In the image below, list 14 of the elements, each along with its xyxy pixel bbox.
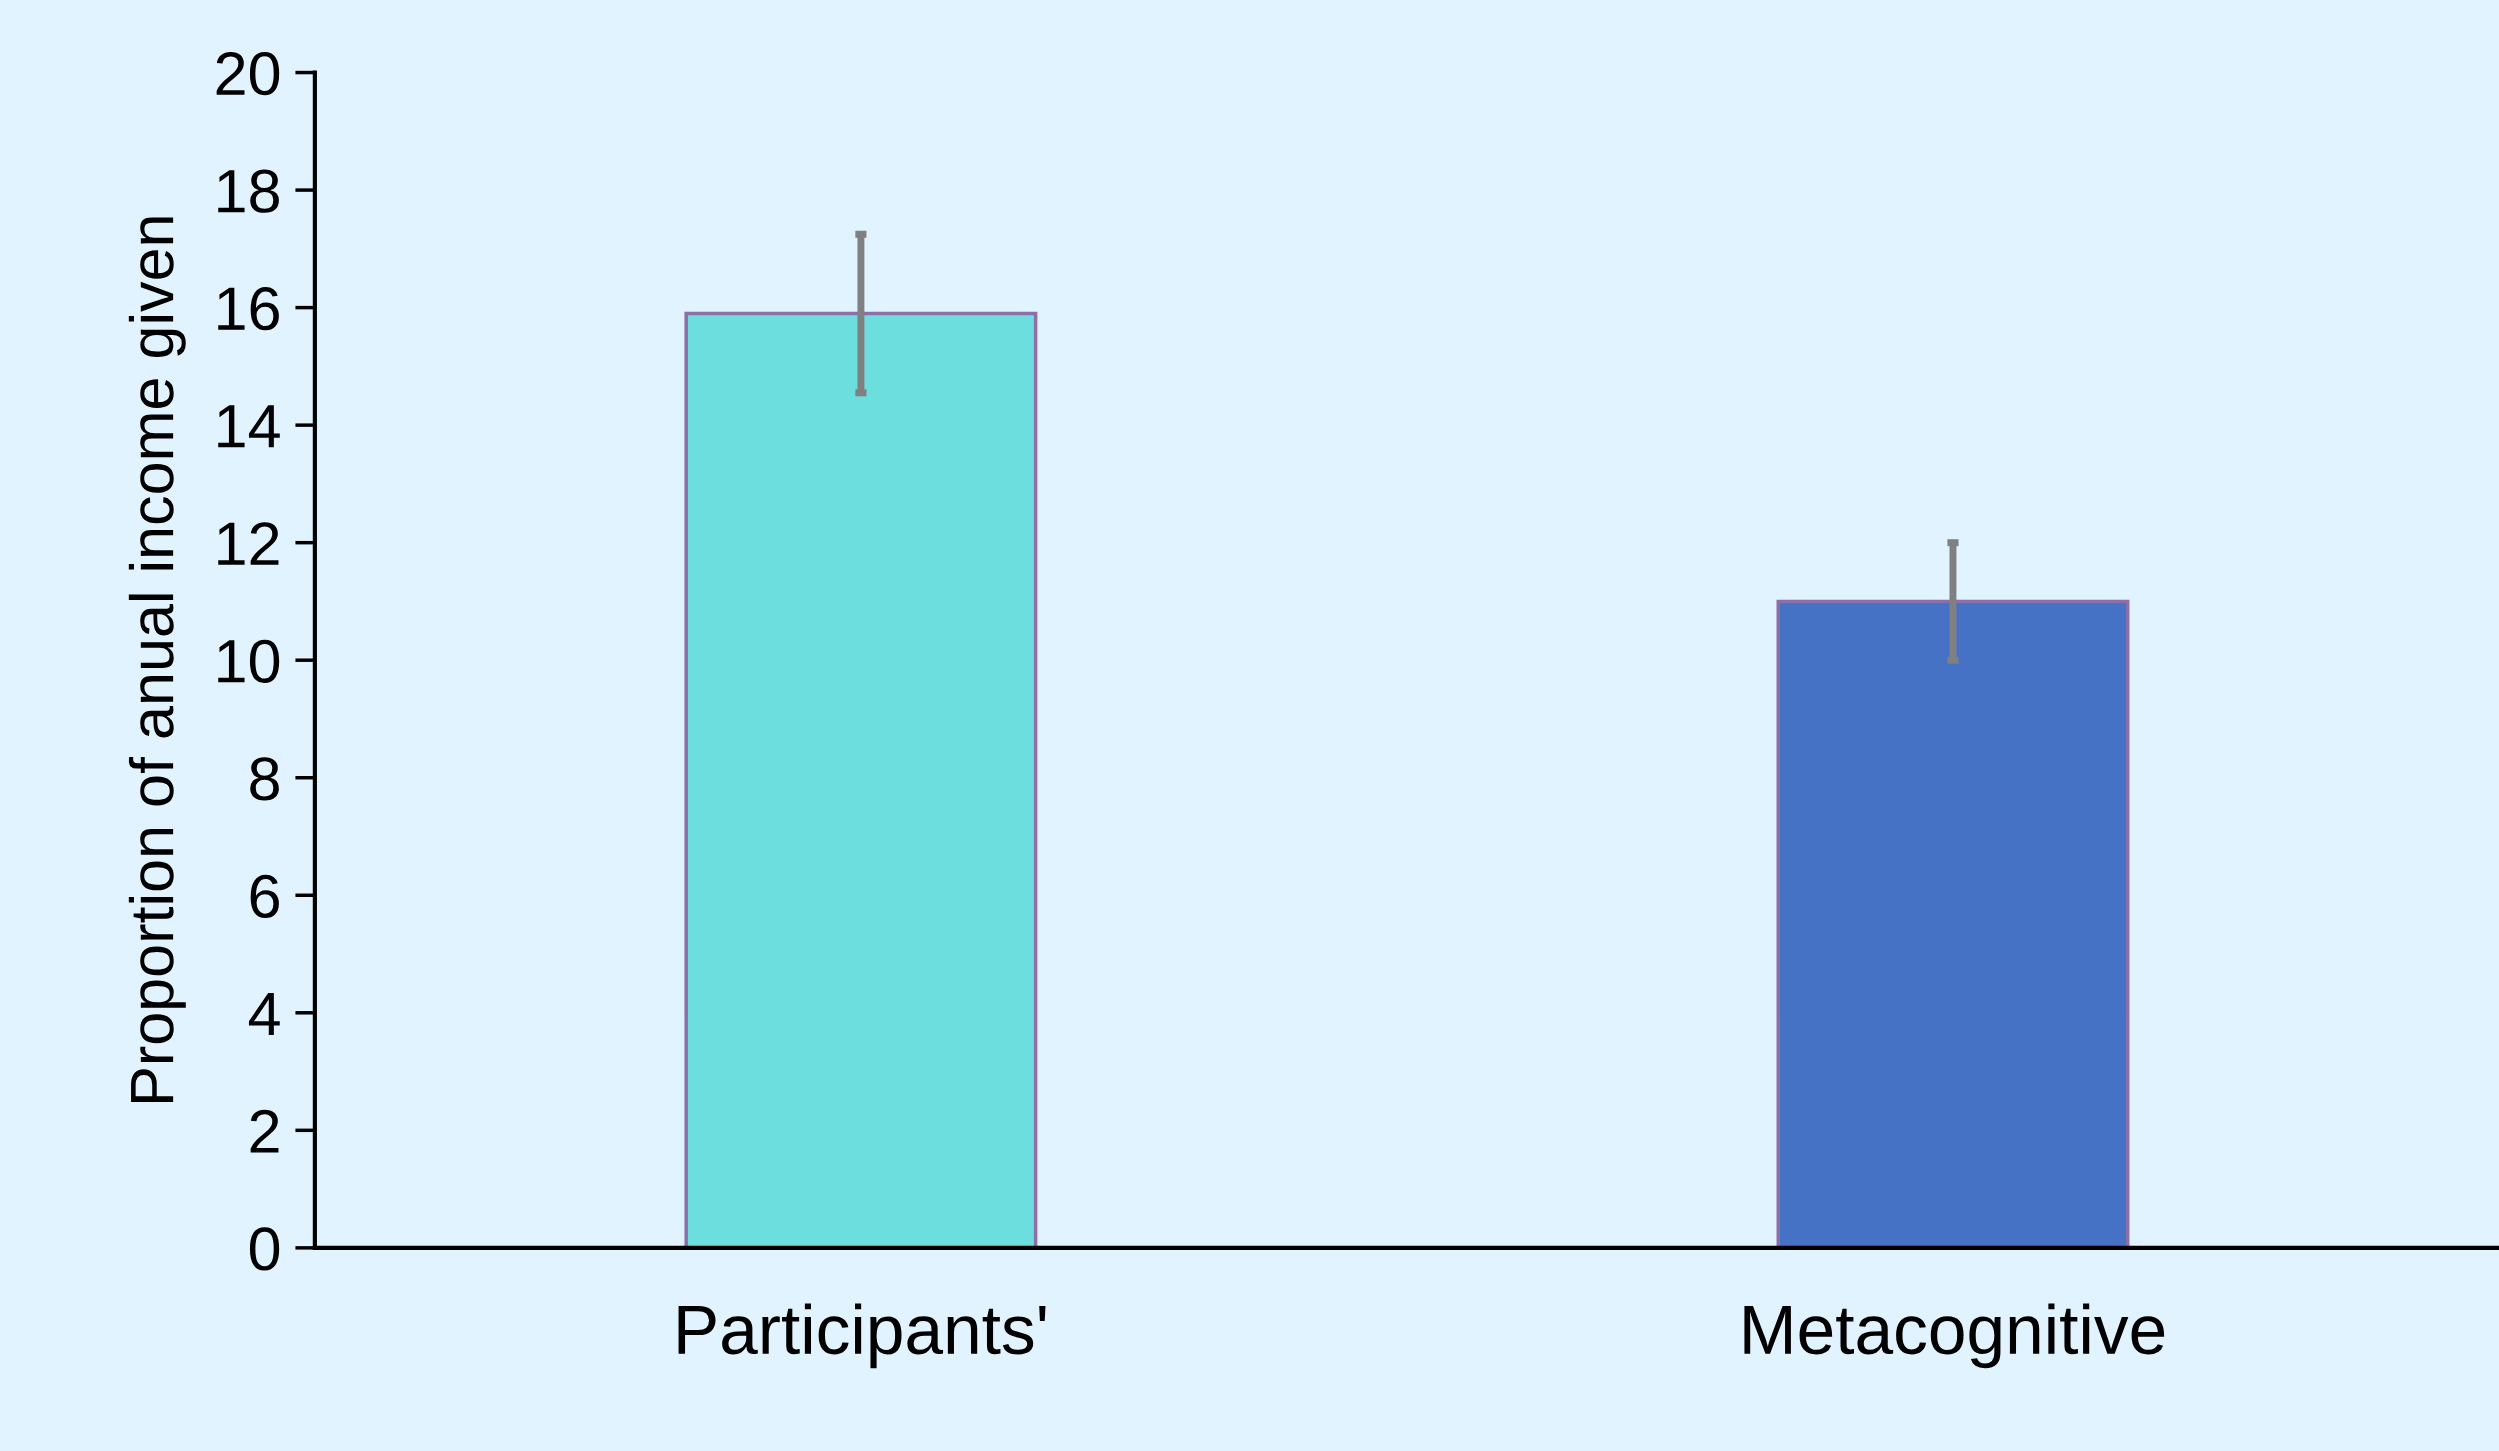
- y-tick-label: 14: [218, 405, 280, 448]
- x-tick-label: Participants': [678, 1303, 1046, 1369]
- y-tick-label: 12: [218, 522, 279, 565]
- y-tick-label: 6: [250, 874, 279, 919]
- y-tick-label: 2: [250, 1109, 279, 1153]
- y-tick-label: 16: [218, 287, 279, 331]
- y-tick-label: 18: [218, 169, 279, 213]
- y-tick-label: 8: [250, 757, 279, 801]
- y-tick-label: 0: [249, 1227, 280, 1271]
- x-tick-label: Metacognitive: [1744, 1303, 2165, 1369]
- y-tick-label: 4: [248, 992, 280, 1035]
- y-tick-label: 10: [218, 639, 280, 683]
- y-tick-label: 20: [216, 52, 280, 96]
- y-axis-title: Proportion of anual income given: [128, 217, 186, 1102]
